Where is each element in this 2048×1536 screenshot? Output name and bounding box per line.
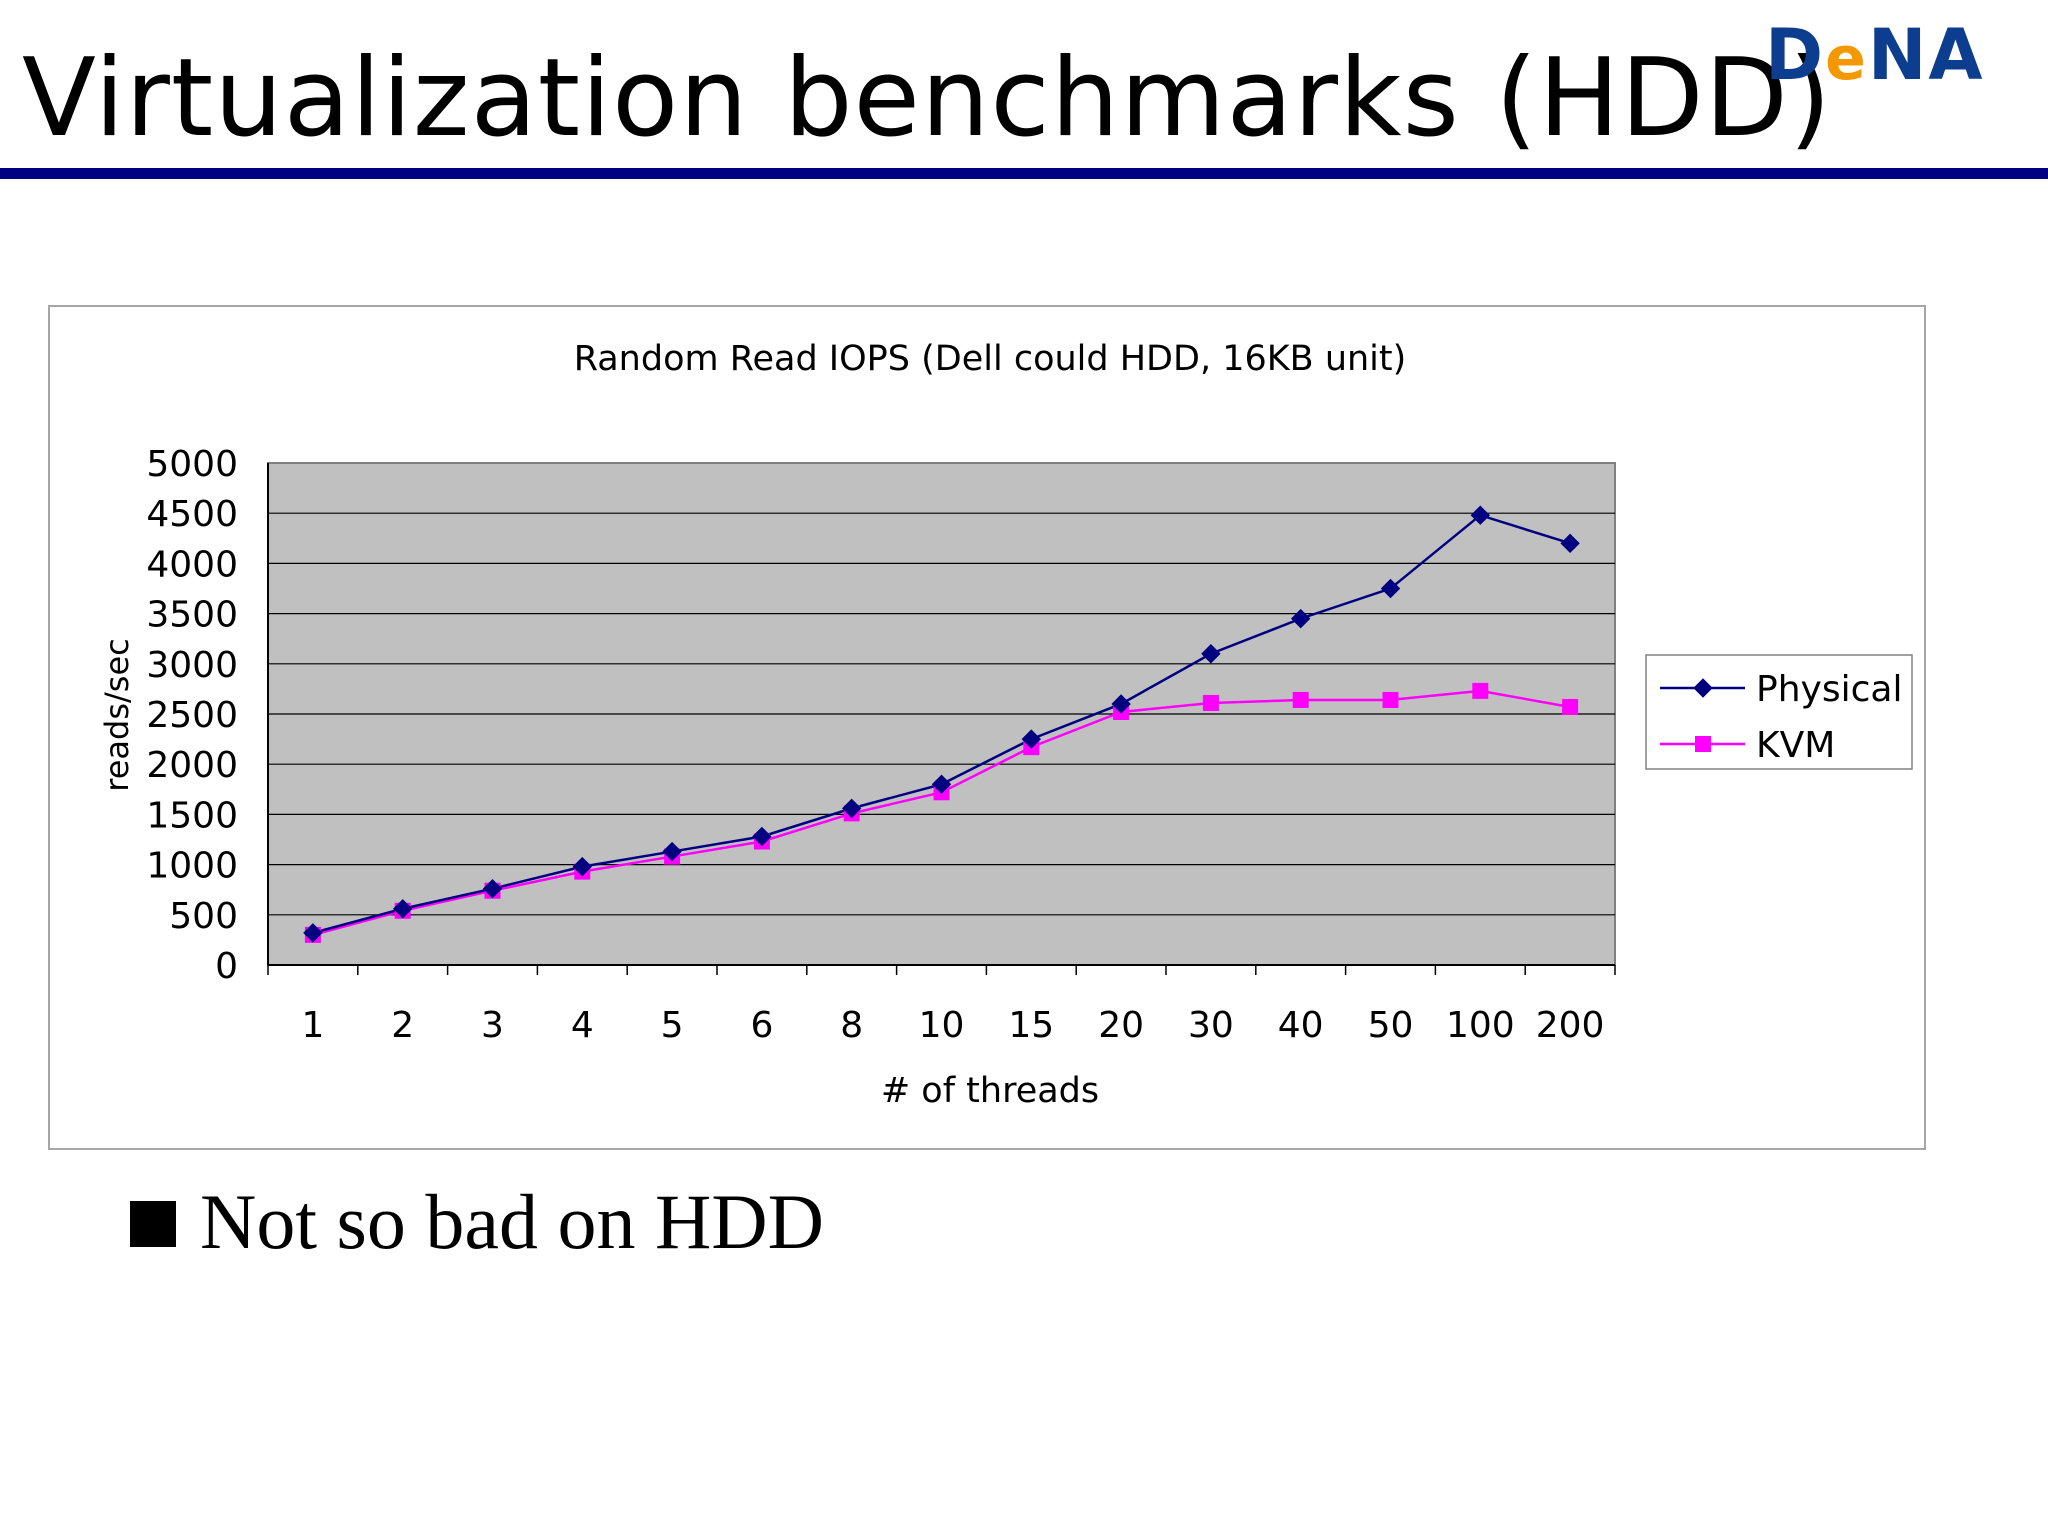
title-rule [0,168,2048,179]
data-point-physical [1560,533,1580,554]
data-point-kvm [1292,691,1309,708]
data-point-physical [1380,578,1401,599]
logo-letter-e: e [1825,24,1868,94]
slide-title: Virtualization benchmarks (HDD) [22,36,1832,161]
logo-letters-na: NA [1867,14,1985,96]
x-tick-label: 10 [919,1005,965,1046]
x-tick-label: 50 [1368,1005,1414,1046]
x-tick-label: 2 [391,1005,414,1046]
x-axis-label: # of threads [881,1071,1099,1111]
data-point-physical [1290,608,1311,629]
x-tick-label: 5 [661,1005,684,1046]
y-tick-label: 5000 [146,444,238,485]
x-tick-label: 15 [1008,1005,1054,1046]
bullet-text: Not so bad on HDD [200,1178,824,1265]
data-point-physical [1021,729,1042,749]
data-point-physical [931,774,952,794]
x-tick-label: 4 [571,1005,594,1046]
dena-logo: DeNA [1765,14,1985,96]
data-point-physical [482,878,503,899]
data-point-physical [752,826,772,847]
data-point-kvm [1202,694,1219,711]
chart-title: Random Read IOPS (Dell could HDD, 16KB u… [574,339,1407,379]
iops-line-chart: Random Read IOPS (Dell could HDD, 16KB u… [98,339,1913,1111]
y-tick-label: 500 [169,896,238,937]
bullet-square-icon [130,1201,176,1247]
y-tick-label: 1000 [146,846,238,887]
x-tick-label: 20 [1098,1005,1144,1046]
y-tick-label: 4000 [146,544,238,585]
data-point-physical [662,841,682,862]
x-tick-label: 40 [1278,1005,1324,1046]
x-tick-label: 100 [1446,1005,1515,1046]
legend-box [1645,654,1913,770]
y-tick-label: 4500 [146,494,238,535]
data-point-kvm [1472,682,1489,699]
data-point-physical [303,923,323,943]
data-point-physical [841,798,862,819]
data-point-kvm [1562,698,1579,715]
data-point-physical [392,899,413,919]
x-tick-label: 1 [301,1005,324,1046]
data-point-kvm [1382,691,1399,708]
y-tick-label: 1500 [146,795,238,836]
legend-label-physical: Physical [1756,669,1902,710]
x-tick-label: 6 [750,1005,773,1046]
y-axis-label: reads/sec [98,638,136,791]
data-point-physical [1111,694,1131,714]
data-point-physical [1201,644,1221,664]
legend-label-kvm: KVM [1756,725,1835,766]
data-point-physical [572,856,593,877]
y-tick-label: 3000 [146,645,238,686]
legend-marker-physical [1693,678,1713,698]
y-tick-label: 2500 [146,695,238,736]
y-tick-label: 0 [215,946,238,987]
legend-marker-kvm [1695,736,1711,752]
data-point-physical [1470,505,1491,525]
y-tick-label: 2000 [146,745,238,786]
logo-letter-d: D [1765,14,1826,96]
x-tick-label: 8 [840,1005,863,1046]
x-tick-label: 200 [1536,1005,1605,1046]
x-tick-label: 30 [1188,1005,1234,1046]
x-tick-label: 3 [481,1005,504,1046]
y-tick-label: 3500 [146,595,238,636]
